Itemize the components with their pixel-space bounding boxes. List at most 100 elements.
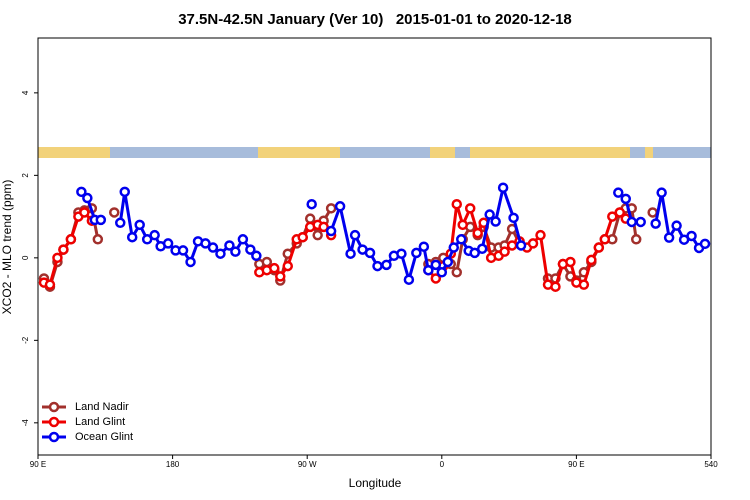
data-point xyxy=(418,241,430,252)
data-point xyxy=(430,273,442,284)
data-point xyxy=(403,274,415,285)
legend-label: Land Glint xyxy=(75,416,125,428)
data-point xyxy=(304,213,316,224)
land-strip xyxy=(645,147,653,158)
data-point xyxy=(593,242,605,253)
data-point xyxy=(177,245,189,256)
x-tick-label: 90 E xyxy=(568,460,584,469)
data-point xyxy=(372,260,383,272)
data-point xyxy=(312,229,323,241)
legend-label: Ocean Glint xyxy=(75,431,133,443)
y-tick-label: 2 xyxy=(21,173,30,178)
data-point xyxy=(550,281,561,292)
data-point xyxy=(76,186,87,198)
y-tick-label: -4 xyxy=(21,419,30,427)
data-point xyxy=(230,246,241,257)
x-tick-label: 90 W xyxy=(298,460,317,469)
data-point xyxy=(141,234,153,245)
data-point xyxy=(671,220,682,231)
data-point xyxy=(497,182,509,193)
data-point xyxy=(44,279,56,290)
data-point xyxy=(119,186,130,198)
data-point xyxy=(381,259,392,271)
land-strip xyxy=(258,147,340,158)
land-strip xyxy=(38,147,110,158)
legend-swatch-point xyxy=(48,416,60,428)
x-tick-label: 0 xyxy=(440,460,445,469)
data-point xyxy=(334,201,346,212)
data-point xyxy=(396,248,407,259)
data-point xyxy=(499,246,510,257)
y-axis-label: XCO2 - MLO trend (ppm) xyxy=(0,180,14,315)
data-point xyxy=(411,247,422,259)
data-point xyxy=(476,243,488,255)
data-point xyxy=(607,211,618,222)
data-point xyxy=(65,234,77,245)
data-point xyxy=(686,230,697,242)
data-point xyxy=(630,234,642,245)
data-point xyxy=(162,238,174,249)
data-point xyxy=(663,232,675,243)
data-point xyxy=(626,216,637,228)
x-tick-label: 540 xyxy=(704,460,718,469)
data-point xyxy=(245,244,256,255)
x-tick-label: 180 xyxy=(166,460,180,469)
chart-title: 37.5N-42.5N January (Ver 10) 2015-01-01 … xyxy=(178,11,572,28)
data-point xyxy=(318,221,329,233)
data-point xyxy=(613,187,624,198)
data-point xyxy=(586,254,597,266)
data-point xyxy=(451,267,463,278)
land-mask-strip xyxy=(38,147,711,158)
data-point xyxy=(448,242,460,253)
data-point xyxy=(599,234,611,245)
data-point xyxy=(251,250,262,262)
data-point xyxy=(349,229,361,241)
data-point xyxy=(261,256,273,268)
data-point xyxy=(635,216,646,228)
data-point xyxy=(469,247,480,259)
data-point xyxy=(527,238,539,249)
data-point xyxy=(484,209,495,220)
data-point xyxy=(306,198,317,210)
data-point xyxy=(464,203,476,214)
data-point xyxy=(237,234,249,245)
data-point xyxy=(325,203,337,214)
data-point xyxy=(134,219,145,231)
x-tick-label: 90 E xyxy=(30,460,46,469)
series xyxy=(38,198,632,292)
legend-swatch-point xyxy=(48,401,60,413)
plot-frame xyxy=(37,37,712,456)
y-tick-label: 4 xyxy=(21,90,30,95)
y-tick-label: -2 xyxy=(21,336,30,344)
data-point xyxy=(269,262,280,274)
data-point xyxy=(58,244,69,255)
data-point xyxy=(620,193,632,205)
data-point xyxy=(95,214,107,226)
land-strip xyxy=(470,147,630,158)
data-point xyxy=(490,216,501,227)
data-point xyxy=(364,247,376,259)
land-strip xyxy=(430,147,455,158)
data-point xyxy=(207,242,219,253)
data-point xyxy=(149,229,160,241)
data-point xyxy=(224,240,235,251)
y-tick-label: 0 xyxy=(21,255,30,260)
data-point xyxy=(515,240,527,251)
x-axis-label: Longitude xyxy=(349,476,402,490)
data-point xyxy=(115,217,126,229)
data-point xyxy=(325,225,337,237)
data-point xyxy=(457,219,468,231)
data-point xyxy=(455,234,467,245)
data-point xyxy=(423,264,434,276)
data-point xyxy=(82,192,93,204)
data-point xyxy=(436,267,448,278)
data-point xyxy=(92,234,104,245)
data-point xyxy=(699,238,711,250)
data-point xyxy=(650,218,661,229)
data-point xyxy=(126,231,138,243)
data-point xyxy=(535,229,546,241)
legend-swatch-point xyxy=(48,431,60,443)
ocean-strip xyxy=(38,147,711,158)
data-point xyxy=(275,271,286,282)
